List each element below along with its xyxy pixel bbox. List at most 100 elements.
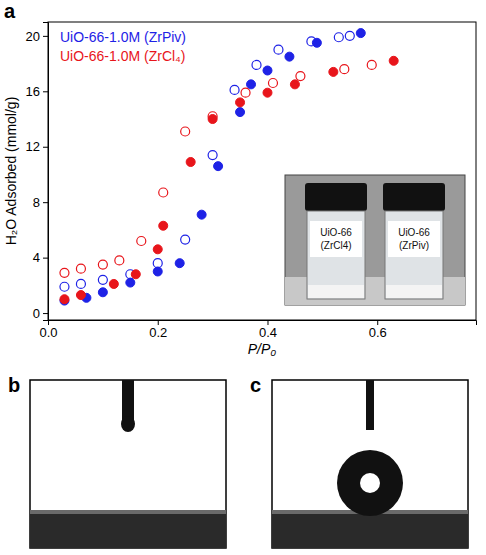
point	[175, 259, 184, 268]
point	[153, 245, 162, 254]
point	[312, 38, 321, 47]
point	[98, 275, 107, 284]
y-tick-label: 12	[26, 139, 40, 154]
point	[230, 85, 239, 94]
point	[186, 157, 195, 166]
photo-panel: c	[250, 374, 468, 548]
x-axis-title: P/P₀	[248, 341, 277, 357]
y-tick-mark	[43, 313, 48, 314]
y-tick-label: 16	[26, 84, 40, 99]
point	[76, 291, 85, 300]
figure: 0.0 0.2 0.4 0.6 0 4 8 12 16 20 P/P₀ H₂O Adsorbed (m…	[0, 0, 486, 555]
point	[98, 260, 107, 269]
point	[76, 264, 85, 273]
point	[126, 278, 135, 287]
x-tick: 0.4	[259, 320, 277, 340]
legend-entry: UiO-66-1.0M (ZrCl₄)	[60, 48, 186, 64]
point	[197, 210, 206, 219]
point	[60, 282, 69, 291]
series	[60, 29, 365, 306]
y-tick-label: 20	[26, 29, 40, 44]
y-axis-line	[43, 23, 49, 321]
point	[263, 88, 272, 97]
vial-body	[307, 211, 365, 299]
point	[115, 256, 124, 265]
panel-label: a	[4, 0, 16, 22]
point	[131, 270, 140, 279]
needle	[366, 380, 374, 430]
y-axis-title: H₂O Adsorbed (mmol/g)	[3, 97, 19, 246]
y-tick-mark	[43, 147, 48, 148]
point	[60, 295, 69, 304]
x-tick: 0.6	[369, 320, 387, 340]
series	[60, 56, 398, 303]
point	[252, 60, 261, 69]
y-tick-mark	[43, 36, 48, 37]
point	[389, 56, 398, 65]
vial-label: UiO-66(ZrPiv)	[398, 227, 430, 251]
droplet	[121, 416, 135, 432]
series	[60, 60, 376, 277]
y-tick-mark	[43, 91, 48, 92]
y-tick: 8	[33, 195, 48, 210]
x-tick: 0.2	[149, 320, 167, 340]
vial-sediment	[308, 285, 364, 298]
y-tick: 20	[26, 29, 48, 44]
substrate-highlight	[30, 510, 226, 514]
substrate	[30, 510, 226, 548]
x-tick-label: 0.0	[39, 325, 57, 340]
y-tick-label: 0	[33, 306, 40, 321]
y-tick: 12	[26, 139, 48, 154]
legend: UiO-66-1.0M (ZrPiv) UiO-66-1.0M (ZrCl₄)	[60, 29, 186, 64]
point	[208, 151, 217, 160]
point	[98, 288, 107, 297]
photo-background	[30, 380, 226, 548]
point	[329, 67, 338, 76]
y-tick: 4	[33, 250, 48, 265]
y-tick-label: 4	[33, 250, 40, 265]
panel-label: c	[250, 374, 261, 396]
point	[356, 29, 365, 38]
point	[159, 221, 168, 230]
vial-cap	[305, 183, 367, 211]
point	[236, 98, 245, 107]
x-tick: 0.0	[39, 320, 57, 340]
vial-body	[385, 211, 443, 299]
vial-label: UiO-66(ZrCl4)	[320, 227, 352, 251]
point	[367, 60, 376, 69]
x-tick-label: 0.4	[259, 325, 277, 340]
point	[296, 72, 305, 81]
droplet	[337, 450, 403, 516]
vial-sediment	[386, 285, 442, 298]
point	[60, 268, 69, 277]
point	[285, 52, 294, 61]
droplet-highlight	[360, 473, 380, 493]
y-tick-mark	[43, 258, 48, 259]
vial-label-patch	[388, 221, 440, 257]
point	[307, 37, 316, 46]
panel-label: b	[8, 374, 20, 396]
point	[236, 108, 245, 117]
y-axis: 0 4 8 12 16 20	[26, 23, 49, 321]
legend-entry: UiO-66-1.0M (ZrPiv)	[60, 29, 186, 45]
x-axis: 0.0 0.2 0.4 0.6	[39, 320, 476, 340]
y-tick: 0	[33, 306, 48, 321]
point	[159, 188, 168, 197]
point	[153, 267, 162, 276]
point	[247, 80, 256, 89]
point	[345, 31, 354, 40]
inset-photo: UiO-66(ZrCl4) UiO-66(ZrPiv)	[285, 175, 465, 305]
y-tick: 16	[26, 84, 48, 99]
point	[181, 235, 190, 244]
plot-frame	[48, 22, 476, 320]
point	[290, 80, 299, 89]
point	[76, 279, 85, 288]
point	[153, 259, 162, 268]
point	[334, 33, 343, 42]
point	[137, 236, 146, 245]
point	[241, 88, 250, 97]
point	[263, 66, 272, 75]
photo-panel: b	[8, 374, 226, 548]
vial-cap	[383, 183, 445, 211]
point	[208, 112, 217, 121]
